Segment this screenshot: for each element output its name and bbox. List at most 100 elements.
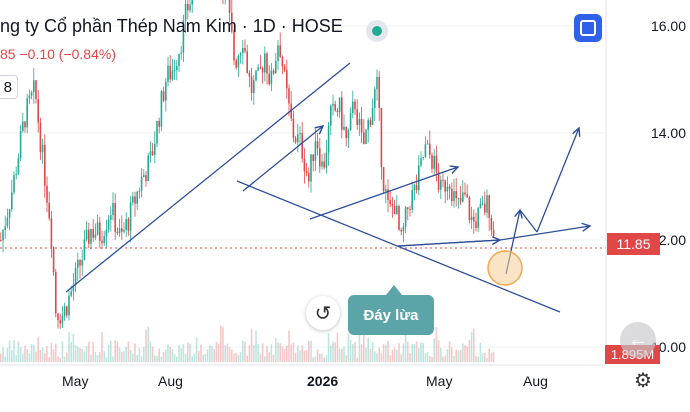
volume-bar: [103, 350, 105, 362]
settings-gear-icon[interactable]: ⚙: [634, 370, 652, 392]
reset-icon[interactable]: ↺: [306, 296, 340, 330]
candle-body: [266, 53, 268, 74]
volume-bar: [13, 340, 15, 362]
volume-bar: [468, 340, 471, 362]
candle-body: [459, 197, 462, 202]
volume-bar: [226, 343, 229, 362]
candle-body: [398, 205, 400, 230]
volume-bar: [297, 345, 299, 362]
candle-body: [140, 177, 143, 191]
volume-bar: [308, 341, 310, 362]
symbol-title[interactable]: ng ty Cổ phần Thép Nam Kim · 1D · HOSE: [0, 16, 343, 37]
volume-bar: [55, 343, 57, 362]
candle-body: [81, 259, 83, 266]
volume-bar: [231, 349, 233, 362]
volume-bar: [429, 356, 431, 362]
volume-bar: [28, 353, 31, 362]
candle-body: [448, 186, 451, 189]
candle-body: [396, 205, 398, 215]
volume-bar: [125, 347, 127, 362]
volume-bar: [272, 354, 275, 362]
last-price-value: 11.85: [616, 236, 651, 252]
candle-body: [321, 161, 323, 167]
candle-body: [28, 95, 31, 99]
candle-body: [242, 47, 244, 54]
candle-body: [356, 109, 358, 125]
volume-bar: [345, 355, 347, 362]
candle-body: [61, 315, 64, 324]
candle-body: [415, 185, 418, 191]
candle-body: [228, 0, 231, 13]
candle-body: [143, 175, 145, 178]
volume-bar: [433, 338, 435, 362]
candle-body: [239, 53, 242, 56]
volume-bar: [440, 347, 442, 362]
candle-body: [363, 132, 365, 145]
annotation-callout[interactable]: Đáy lừa: [348, 285, 434, 335]
candle-body: [162, 91, 165, 101]
candle-body: [4, 226, 6, 231]
volume-bar: [184, 353, 187, 362]
candle-body: [46, 185, 48, 203]
candle-body: [319, 148, 321, 167]
candle-body: [475, 221, 477, 228]
candle-body: [189, 4, 191, 11]
interval-button[interactable]: 8: [0, 75, 18, 99]
volume-bar: [165, 349, 167, 362]
volume-bar: [453, 356, 455, 362]
volume-bar: [470, 331, 473, 362]
volume-bar: [343, 346, 345, 362]
volume-bar: [134, 343, 136, 362]
volume-bar: [127, 341, 130, 362]
last-price-badge: 11.85: [607, 233, 660, 255]
candle-body: [479, 203, 482, 209]
volume-bar: [398, 343, 400, 362]
candle-body: [103, 236, 105, 244]
candle-body: [387, 189, 389, 200]
volume-bar: [195, 337, 198, 362]
candle-body: [453, 191, 455, 202]
candle-body: [354, 101, 356, 110]
candle-body: [99, 222, 101, 241]
volume-bar: [123, 350, 125, 362]
back-arrow-icon[interactable]: ←: [620, 322, 656, 358]
volume-bar: [435, 327, 438, 362]
price-tick-label: 14.00: [650, 125, 686, 141]
candle-body: [121, 228, 123, 232]
time-tick-label: May: [426, 373, 453, 389]
volume-bar: [189, 343, 191, 362]
candle-body: [33, 80, 35, 93]
current-price-partial: 85: [0, 46, 16, 62]
candle-body: [442, 179, 444, 181]
status-dot-icon[interactable]: [366, 20, 388, 42]
volume-bar: [33, 344, 35, 362]
volume-bar: [202, 354, 204, 362]
candle-body: [244, 47, 246, 52]
candle-body: [114, 203, 116, 232]
candle-body: [382, 167, 385, 192]
volume-bar: [393, 347, 396, 362]
candle-body: [85, 229, 88, 240]
volume-bar: [39, 350, 42, 362]
candle-body: [440, 179, 442, 190]
volume-bar: [63, 356, 66, 362]
candle-body: [63, 306, 66, 316]
volume-bar: [451, 347, 453, 362]
volume-bar: [35, 351, 37, 362]
volume-bar: [459, 349, 462, 362]
fullscreen-icon[interactable]: [574, 14, 602, 42]
volume-bar: [283, 348, 286, 362]
volume-bar: [44, 353, 46, 362]
candle-body: [455, 191, 457, 199]
candle-body: [297, 134, 299, 143]
volume-bar: [422, 343, 424, 362]
candle-body: [391, 204, 394, 206]
candle-body: [426, 143, 429, 145]
volume-bar: [2, 347, 4, 362]
candle-body: [41, 144, 44, 153]
volume-bar: [275, 337, 277, 362]
volume-bar: [294, 352, 297, 362]
volume-bar: [312, 357, 314, 362]
candle-body: [101, 240, 103, 244]
